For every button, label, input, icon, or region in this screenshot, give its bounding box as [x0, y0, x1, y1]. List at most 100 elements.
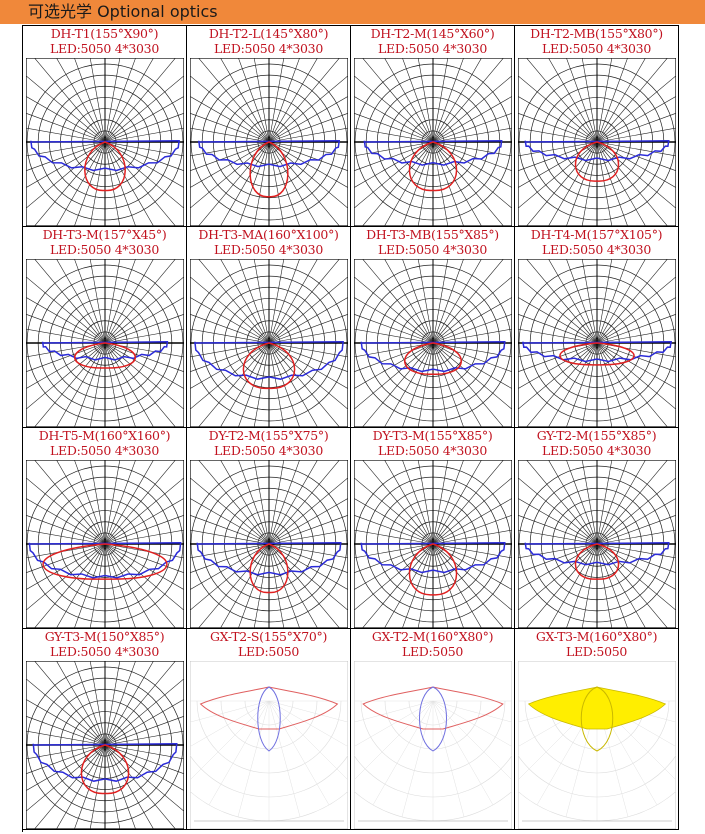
- optic-name: DH-T3-M(157°X45°): [42, 227, 167, 242]
- optic-card: DH-T5-M(160°X160°) LED:5050 4*3030: [23, 428, 187, 629]
- light-distribution-chart: [190, 259, 348, 427]
- optic-card: GY-T3-M(150°X85°) LED:5050 4*3030: [23, 629, 187, 830]
- curve-c0-180: [524, 140, 670, 162]
- optic-card: DH-T4-M(157°X105°) LED:5050 4*3030: [515, 227, 679, 428]
- optic-name: GY-T2-M(155°X85°): [536, 428, 657, 443]
- light-distribution-chart: [190, 58, 348, 226]
- light-distribution-svg: [518, 58, 676, 226]
- light-distribution-svg: [190, 460, 348, 628]
- optic-led-spec: LED:5050 4*3030: [50, 443, 159, 458]
- curve-c0-180: [362, 686, 504, 730]
- optic-name: DH-T3-MA(160°X100°): [198, 227, 339, 242]
- optic-name: DY-T3-M(155°X85°): [372, 428, 493, 443]
- curve-c0-180: [199, 686, 339, 730]
- optic-name: DH-T2-MB(155°X80°): [530, 26, 663, 41]
- optic-led-spec: LED:5050: [237, 644, 300, 659]
- optic-name: DH-T3-MB(155°X85°): [366, 227, 499, 242]
- light-distribution-chart: [354, 460, 512, 628]
- curve-c0-180: [32, 743, 178, 782]
- polar-grid: [518, 58, 676, 226]
- light-distribution-svg: [190, 661, 348, 829]
- optic-led-spec: LED:5050 4*3030: [378, 443, 487, 458]
- light-distribution-chart: [354, 58, 512, 226]
- illuminance-area: [527, 686, 667, 730]
- polar-grid: [354, 700, 512, 822]
- optic-card: GX-T3-M(160°X80°) LED:5050: [515, 629, 679, 830]
- light-distribution-svg: [518, 661, 676, 829]
- curve-c90-270: [249, 543, 289, 594]
- optic-led-spec: LED:5050 4*3030: [50, 644, 159, 659]
- light-distribution-chart: [26, 58, 184, 226]
- optic-card: DY-T3-M(155°X85°) LED:5050 4*3030: [351, 428, 515, 629]
- optic-name: DH-T5-M(160°X160°): [38, 428, 171, 443]
- curve-c0-180: [360, 542, 506, 574]
- light-distribution-svg: [190, 58, 348, 226]
- section-header: 可选光学 Optional optics: [0, 0, 705, 24]
- curve-c90-270: [408, 141, 458, 192]
- light-distribution-svg: [190, 259, 348, 427]
- optic-card: DH-T1(155°X90°) LED:5050 4*3030: [23, 26, 187, 227]
- curve-c0-180: [522, 341, 672, 363]
- curve-c90-270: [80, 744, 130, 795]
- curve-c90-270: [574, 543, 620, 580]
- optic-card: DH-T3-M(157°X45°) LED:5050 4*3030: [23, 227, 187, 428]
- curve-c0-180: [363, 140, 503, 166]
- optic-name: GX-T2-M(160°X80°): [371, 629, 494, 644]
- curve-c90-270: [574, 141, 620, 182]
- light-distribution-chart: [518, 460, 676, 628]
- optic-name: DH-T1(155°X90°): [50, 26, 159, 41]
- curve-c0-180: [41, 341, 169, 361]
- optic-name: GX-T3-M(160°X80°): [535, 629, 658, 644]
- optic-card: DY-T2-M(155°X75°) LED:5050 4*3030: [187, 428, 351, 629]
- curve-c90-270: [257, 686, 281, 752]
- optic-card: GX-T2-S(155°X70°) LED:5050: [187, 629, 351, 830]
- optic-led-spec: LED:5050 4*3030: [50, 41, 159, 56]
- polar-grid: [190, 259, 348, 427]
- light-distribution-chart: [354, 259, 512, 427]
- optic-led-spec: LED:5050 4*3030: [542, 242, 651, 257]
- optic-card: GY-T2-M(155°X85°) LED:5050 4*3030: [515, 428, 679, 629]
- curve-c0-180: [28, 542, 182, 579]
- optic-name: DH-T2-M(145°X60°): [370, 26, 495, 41]
- light-distribution-chart: [518, 58, 676, 226]
- optic-name: DY-T2-M(155°X75°): [208, 428, 329, 443]
- curve-c0-180: [30, 140, 180, 172]
- light-distribution-chart: [518, 259, 676, 427]
- light-distribution-chart: [190, 661, 348, 829]
- curve-c0-180: [194, 341, 344, 380]
- light-distribution-chart: [26, 460, 184, 628]
- polar-grid: [26, 460, 184, 628]
- light-distribution-chart: [518, 661, 676, 829]
- curve-c90-270: [249, 141, 289, 198]
- optic-card: DH-T3-MA(160°X100°) LED:5050 4*3030: [187, 227, 351, 428]
- curve-c90-270: [408, 543, 458, 596]
- optic-led-spec: LED:5050 4*3030: [214, 41, 323, 56]
- light-distribution-chart: [26, 259, 184, 427]
- light-distribution-svg: [518, 460, 676, 628]
- optic-card: DH-T2-MB(155°X80°) LED:5050 4*3030: [515, 26, 679, 227]
- optic-led-spec: LED:5050 4*3030: [214, 242, 323, 257]
- optic-led-spec: LED:5050 4*3030: [542, 443, 651, 458]
- light-distribution-chart: [190, 460, 348, 628]
- curve-c0-180: [198, 140, 341, 168]
- light-distribution-svg: [354, 460, 512, 628]
- curve-c90-270: [580, 686, 614, 752]
- optic-led-spec: LED:5050: [401, 644, 464, 659]
- light-distribution-svg: [354, 661, 512, 829]
- light-distribution-svg: [518, 259, 676, 427]
- curve-c0-180: [524, 542, 670, 566]
- optic-led-spec: LED:5050 4*3030: [378, 242, 487, 257]
- optic-name: DH-T2-L(145°X80°): [208, 26, 329, 41]
- curve-c0-180: [360, 341, 506, 373]
- curve-c90-270: [419, 686, 447, 752]
- curve-c90-270: [559, 342, 635, 366]
- light-distribution-svg: [26, 58, 184, 226]
- polar-grid: [354, 58, 512, 226]
- curve-c90-270: [42, 543, 168, 580]
- optics-grid: DH-T1(155°X90°) LED:5050 4*3030 DH-T2-L(14…: [22, 25, 679, 832]
- light-distribution-svg: [26, 661, 184, 829]
- curve-c90-270: [74, 342, 136, 369]
- optic-card: GX-T2-M(160°X80°) LED:5050: [351, 629, 515, 830]
- optic-led-spec: LED:5050 4*3030: [542, 41, 651, 56]
- optic-name: GX-T2-S(155°X70°): [209, 629, 328, 644]
